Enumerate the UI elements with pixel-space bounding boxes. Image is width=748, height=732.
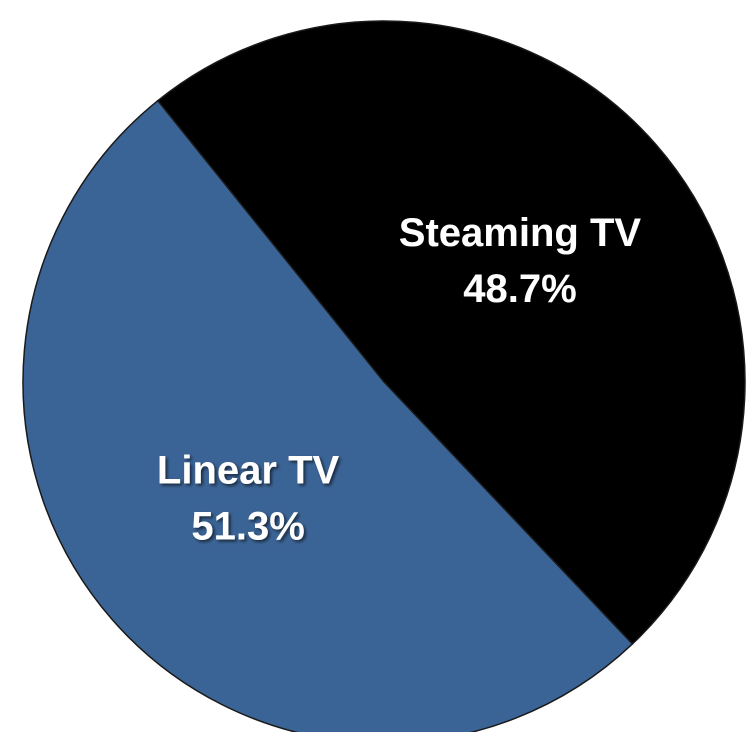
pie-slice: [156, 20, 746, 646]
slice-label: Linear TV: [157, 448, 340, 492]
slice-value-label: 51.3%: [191, 504, 304, 548]
pie-slice: [22, 99, 634, 732]
slice-label: Steaming TV: [399, 211, 642, 255]
slice-value-label: 48.7%: [463, 267, 576, 311]
